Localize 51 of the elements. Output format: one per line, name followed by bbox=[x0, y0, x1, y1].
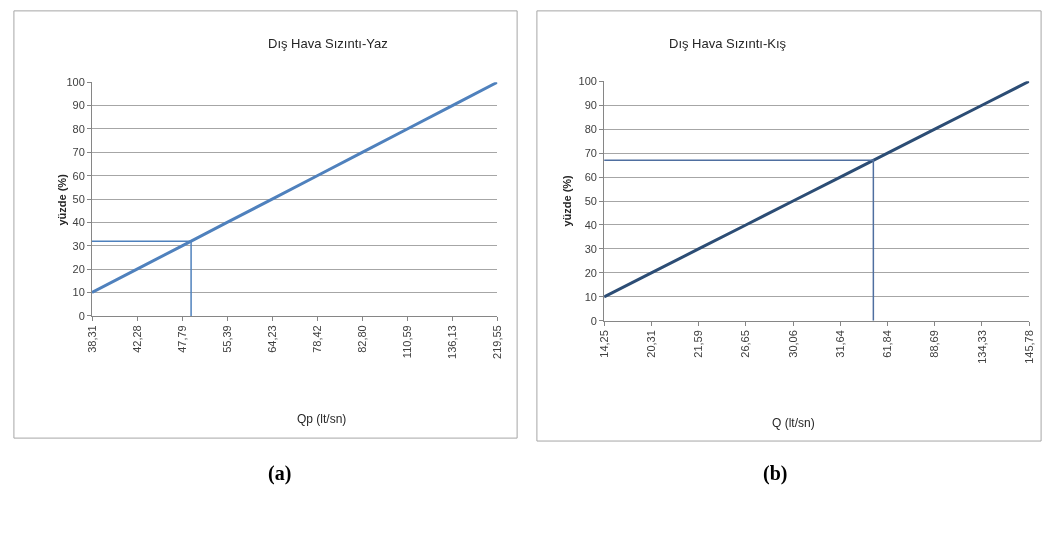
x-tick-label: 110,59 bbox=[400, 325, 413, 359]
text: (a) bbox=[268, 462, 292, 485]
x-tick-label: 21,59 bbox=[692, 330, 705, 358]
y-tick-label: 80 bbox=[72, 122, 85, 135]
x-tick-label: 31,64 bbox=[833, 330, 846, 358]
x-tick-label: 136,13 bbox=[445, 325, 458, 359]
line-series bbox=[604, 81, 1030, 299]
y-tick-label: 60 bbox=[584, 170, 597, 183]
y-tick-label: 90 bbox=[584, 99, 597, 112]
y-tick-label: 60 bbox=[72, 169, 85, 182]
y-tick-label: 50 bbox=[584, 194, 597, 207]
x-axis-title: Q (lt/sn) bbox=[772, 416, 815, 430]
y-tick-label: 90 bbox=[72, 99, 85, 112]
x-tick-label: 64,23 bbox=[265, 325, 278, 353]
y-tick-label: 100 bbox=[66, 76, 85, 89]
y-tick-label: 0 bbox=[590, 314, 597, 327]
x-tick-label: 26,65 bbox=[739, 330, 752, 358]
x-tick-label: 20,31 bbox=[644, 330, 657, 358]
y-tick-label: 10 bbox=[584, 290, 597, 303]
y-tick-label: 30 bbox=[72, 239, 85, 252]
x-tick-label: 88,69 bbox=[928, 330, 941, 358]
x-tick-label: 134,33 bbox=[975, 330, 988, 364]
y-tick-label: 40 bbox=[72, 216, 85, 229]
x-tick-label: 78,42 bbox=[310, 325, 323, 353]
x-tick-label: 38,31 bbox=[85, 325, 98, 353]
x-axis-title: Qp (lt/sn) bbox=[297, 412, 347, 426]
y-tick-label: 80 bbox=[584, 123, 597, 136]
x-tick-label: 42,28 bbox=[130, 325, 143, 353]
x-tick-label: 30,06 bbox=[786, 330, 799, 358]
y-tick-label: 70 bbox=[584, 146, 597, 159]
x-tick-label: 14,25 bbox=[597, 330, 610, 358]
y-tick-label: 20 bbox=[584, 266, 597, 279]
x-tick-label: 61,84 bbox=[881, 330, 894, 358]
x-tick-label: 145,78 bbox=[1022, 330, 1035, 364]
y-tick-label: 70 bbox=[72, 146, 85, 159]
chart-title: Dış Hava Sızıntı-Kış bbox=[669, 36, 787, 51]
x-tick-label: 55,39 bbox=[220, 325, 233, 353]
y-tick-label: 0 bbox=[78, 309, 85, 322]
x-tick-label: 47,79 bbox=[175, 325, 188, 353]
y-tick-label: 10 bbox=[72, 286, 85, 299]
x-tick-label: 82,80 bbox=[355, 325, 368, 353]
y-tick-label: 100 bbox=[578, 75, 597, 88]
y-tick-label: 20 bbox=[72, 263, 85, 276]
chart-title: Dış Hava Sızıntı-Yaz bbox=[268, 36, 388, 51]
y-tick-label: 40 bbox=[584, 218, 597, 231]
y-tick-label: 30 bbox=[584, 242, 597, 255]
x-tick-label: 219,55 bbox=[490, 325, 503, 359]
y-tick-label: 50 bbox=[72, 192, 85, 205]
y-axis-title: yüzde (%) bbox=[560, 174, 573, 227]
y-axis-title: yüzde (%) bbox=[56, 173, 69, 226]
text: (b) bbox=[763, 462, 788, 485]
